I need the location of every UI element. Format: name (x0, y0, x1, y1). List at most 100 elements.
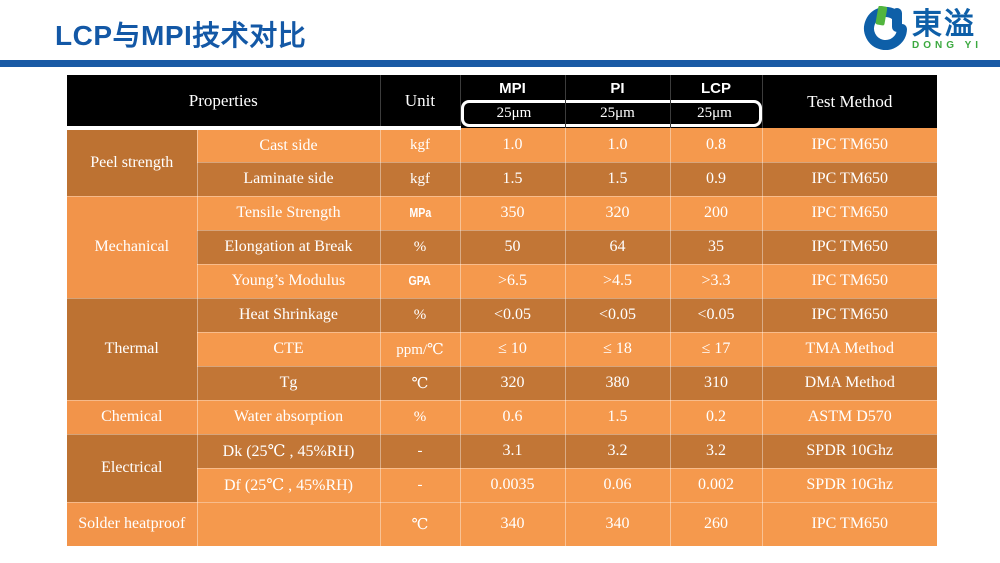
cell-test-method: IPC TM650 (762, 128, 937, 163)
cell-value-lcp: 0.8 (670, 128, 763, 163)
cell-value-lcp: >3.3 (670, 264, 763, 299)
cell-test-method: IPC TM650 (762, 264, 937, 299)
table-row: Chemical Water absorption% 0.6 1.5 0.2 ASTM D… (67, 400, 937, 435)
logo-name-cn: 東溢 (912, 7, 976, 41)
cell-property: Laminate side (197, 162, 381, 197)
table-row: Df (25℃ , 45%RH) -0.0035 0.06 0.002 SPDR 10G… (67, 468, 937, 503)
cell-property: Tg (197, 366, 381, 401)
unit-text: GPA (408, 272, 432, 288)
material-name: LCP (701, 80, 731, 97)
cell-test-method: TMA Method (762, 332, 937, 367)
cell-value-pi: 340 (565, 502, 671, 546)
cell-category: Solder heatproof (67, 502, 198, 546)
cell-unit: ℃ (380, 502, 461, 546)
cell-property: CTE (197, 332, 381, 367)
cell-value-lcp: 310 (670, 366, 763, 401)
material-name: MPI (499, 80, 526, 97)
table-row: Mechanical Tensile Strength MPa 350 320 200 IP… (67, 196, 937, 299)
cell-test-method: IPC TM650 (762, 162, 937, 197)
cell-property: Elongation at Break (197, 230, 381, 265)
table-row: Thermal Heat Shrinkage% <0.05 <0.05 <0.05 IPC… (67, 298, 937, 401)
cell-value-pi: 1.5 (565, 400, 671, 435)
cell-value-lcp: 35 (670, 230, 763, 265)
cell-value-mpi: <0.05 (460, 298, 566, 333)
col-header-lcp: LCP 25μm (670, 75, 763, 128)
cell-property (197, 502, 381, 546)
cell-unit: % (380, 230, 461, 265)
cell-value-mpi: 340 (460, 502, 566, 546)
material-thickness: 25μm (460, 100, 565, 127)
table-row: Elongation at Break% 50 64 35 IPC TM650 (67, 230, 937, 265)
cell-property: Dk (25℃ , 45%RH) (197, 434, 381, 469)
cell-category: Peel strength (67, 128, 198, 197)
cell-value-lcp: <0.05 (670, 298, 763, 333)
cell-category: Chemical (67, 400, 198, 435)
cell-value-pi: ≤ 18 (565, 332, 671, 367)
cell-value-pi: 1.0 (565, 128, 671, 163)
cell-test-method: IPC TM650 (762, 230, 937, 265)
cell-value-mpi: ≤ 10 (460, 332, 566, 367)
cell-test-method: SPDR 10Ghz (762, 468, 937, 503)
company-logo: 東溢 DONG YI (862, 4, 994, 56)
cell-value-pi: 1.5 (565, 162, 671, 197)
cell-unit: GPA (380, 264, 461, 299)
cell-property: Young’s Modulus (197, 264, 381, 299)
cell-unit: MPa (380, 196, 461, 231)
unit-text: MPa (409, 204, 431, 220)
table-row: Tg ℃ 320 380 310 DMA Method (67, 366, 937, 401)
cell-value-lcp: 3.2 (670, 434, 763, 469)
cell-property: Water absorption (197, 400, 381, 435)
col-header-pi: PI 25μm (565, 75, 671, 128)
page-title: LCP与MPI技术对比 (55, 20, 307, 51)
table-row: Laminate side kgf 1.5 1.5 0.9 IPC TM650 (67, 162, 937, 197)
cell-property: Cast side (197, 128, 381, 163)
cell-value-mpi: 320 (460, 366, 566, 401)
cell-value-mpi: 3.1 (460, 434, 566, 469)
col-header-test-method: Test Method (762, 75, 937, 128)
cell-value-mpi: 1.5 (460, 162, 566, 197)
cell-test-method: IPC TM650 (762, 196, 937, 231)
material-thickness: 25μm (565, 100, 670, 127)
cell-category: Electrical (67, 434, 198, 503)
cell-unit: kgf (380, 128, 461, 163)
table-row: Electrical Dk (25℃ , 45%RH) -3.1 3.2 3.2 SPDR… (67, 434, 937, 503)
cell-value-pi: >4.5 (565, 264, 671, 299)
cell-test-method: ASTM D570 (762, 400, 937, 435)
cell-value-pi: 3.2 (565, 434, 671, 469)
table-row: CTE ppm/℃ ≤ 10 ≤ 18 ≤ 17 TMA Method (67, 332, 937, 367)
cell-unit: kgf (380, 162, 461, 197)
cell-value-mpi: 350 (460, 196, 566, 231)
table-header-row: Properties Unit MPI 25μm PI 25μm LCP 25μ… (67, 75, 937, 130)
cell-value-mpi: 1.0 (460, 128, 566, 163)
cell-value-mpi: 0.0035 (460, 468, 566, 503)
cell-property: Df (25℃ , 45%RH) (197, 468, 381, 503)
col-header-mpi: MPI 25μm (460, 75, 566, 128)
cell-value-mpi: 0.6 (460, 400, 566, 435)
col-header-unit: Unit (380, 75, 461, 130)
cell-value-lcp: 0.002 (670, 468, 763, 503)
cell-value-mpi: 50 (460, 230, 566, 265)
cell-property: Heat Shrinkage (197, 298, 381, 333)
cell-unit: ppm/℃ (380, 332, 461, 367)
cell-test-method: IPC TM650 (762, 298, 937, 333)
table-row: Young’s Modulus GPA >6.5 >4.5 >3.3 IPC TM650 (67, 264, 937, 299)
cell-value-pi: 64 (565, 230, 671, 265)
cell-unit: ℃ (380, 366, 461, 401)
cell-test-method: DMA Method (762, 366, 937, 401)
cell-value-lcp: 200 (670, 196, 763, 231)
cell-test-method: IPC TM650 (762, 502, 937, 546)
cell-unit: - (380, 468, 461, 503)
material-name: PI (610, 80, 625, 97)
logo-text: 東溢 DONG YI (912, 7, 983, 51)
cell-value-pi: 0.06 (565, 468, 671, 503)
logo-mark-icon (864, 6, 907, 50)
table-row: Solder heatproof ℃ 340 340 260 IPC TM650 (67, 502, 937, 546)
cell-category: Thermal (67, 298, 198, 401)
material-thickness: 25μm (670, 100, 762, 127)
table-row: Peel strength Cast side kgf 1.0 1.0 0.8 IPC TM… (67, 128, 937, 197)
cell-value-pi: 320 (565, 196, 671, 231)
col-header-properties: Properties (67, 75, 381, 130)
logo-name-en: DONG YI (912, 39, 983, 51)
cell-unit: % (380, 298, 461, 333)
cell-value-lcp: ≤ 17 (670, 332, 763, 367)
